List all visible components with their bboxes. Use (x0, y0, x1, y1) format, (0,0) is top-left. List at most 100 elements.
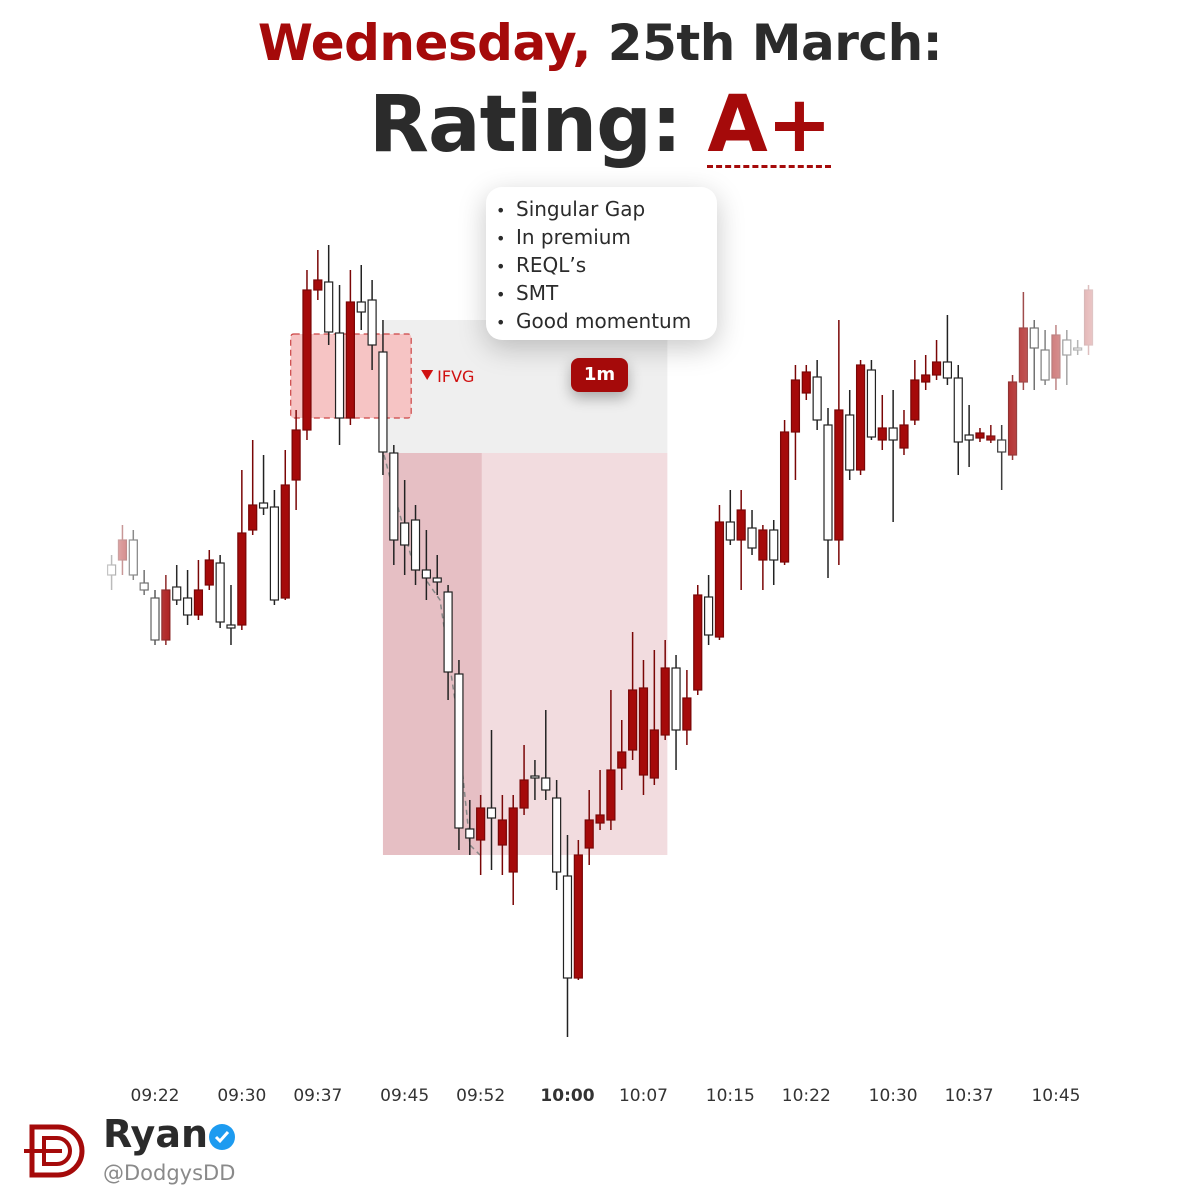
candle-body (573, 854, 583, 979)
candle-body (975, 432, 985, 439)
candle-body (302, 289, 312, 431)
x-tick-label: 09:52 (456, 1086, 505, 1106)
candle-body (899, 424, 909, 449)
x-tick-label: 10:00 (540, 1086, 594, 1106)
note-item: REQL’s (496, 252, 717, 280)
candle-body (226, 624, 236, 629)
candle-body (313, 279, 323, 291)
candle-body (150, 597, 160, 641)
x-tick-label: 10:22 (782, 1086, 831, 1106)
candle-body (779, 431, 790, 563)
candle-body (541, 777, 551, 791)
x-tick-label: 10:37 (945, 1086, 994, 1106)
zone (382, 453, 482, 855)
candle-body (486, 807, 497, 819)
candles (106, 245, 1094, 1037)
candle-body (519, 779, 529, 809)
x-tick-label: 10:30 (869, 1086, 918, 1106)
x-tick-label: 09:22 (131, 1086, 180, 1106)
candle-body (682, 697, 692, 731)
candle-body (410, 519, 421, 571)
note-item: Good momentum (496, 308, 717, 336)
candle-body (193, 589, 204, 616)
zone-marker (421, 370, 434, 380)
candle-body (356, 301, 366, 313)
candle-body (845, 414, 855, 471)
candle-body (182, 597, 193, 616)
candle-body (562, 875, 573, 979)
candle-body (790, 379, 801, 433)
candle-body (139, 582, 149, 591)
candle-body (921, 374, 931, 383)
candle-body (269, 506, 280, 601)
candle-body (725, 521, 735, 541)
candle-body (454, 673, 464, 829)
candle-body (204, 559, 214, 586)
candle-body (910, 379, 920, 421)
candle-body (606, 769, 616, 821)
candle-body (693, 594, 703, 691)
title-rating: Rating: A+ (0, 80, 1200, 170)
candle-body (997, 439, 1007, 453)
candle-body (117, 539, 128, 561)
candle-body (942, 361, 953, 379)
candle-body (888, 427, 898, 441)
candle-body (823, 424, 833, 541)
x-tick-label: 10:45 (1031, 1086, 1080, 1106)
candle-body (1007, 381, 1018, 456)
candle-body (964, 434, 974, 441)
x-tick-label: 09:45 (380, 1086, 429, 1106)
candle-body (497, 819, 507, 846)
candle-body (834, 409, 844, 541)
rating-value: A+ (707, 80, 832, 170)
candle-body (1051, 334, 1061, 379)
candle-body (758, 529, 768, 561)
x-tick-label: 09:37 (293, 1086, 342, 1106)
candle-body (421, 569, 431, 579)
candle-body (1073, 347, 1083, 351)
candle-body (215, 562, 225, 623)
candle-body (161, 589, 171, 641)
title-date: Wednesday, 25th March: (0, 14, 1200, 72)
candle-body (953, 377, 963, 443)
candle-body (106, 564, 117, 576)
logo (24, 1124, 85, 1178)
candle-body (747, 527, 757, 549)
candle-body (1018, 327, 1028, 383)
candle-body (334, 332, 345, 419)
title-day: Wednesday, (257, 14, 592, 72)
candle-body (736, 509, 746, 541)
notes-card: Singular GapIn premiumREQL’sSMTGood mome… (486, 187, 717, 340)
candle-body (1062, 339, 1072, 356)
candle-body (465, 828, 475, 839)
candle-body (986, 435, 996, 441)
candle-body (855, 364, 866, 471)
candle-body (660, 667, 670, 736)
verified-badge (209, 1124, 235, 1150)
candle-body (595, 814, 605, 824)
candle-body (508, 807, 518, 873)
candle-body (291, 429, 301, 481)
candle-body (378, 351, 388, 453)
candle-body (476, 807, 486, 841)
x-axis: 09:22 09:30 09:37 09:45 09:52 10:00 10:07 10:15… (131, 1086, 1081, 1106)
candle-body (1083, 289, 1094, 346)
title-date-text: 25th March: (607, 14, 943, 72)
author-handle: @DodgysDD (103, 1161, 236, 1185)
candle-body (1029, 327, 1039, 349)
candle-body (237, 532, 247, 626)
zone-label: IFVG (437, 367, 474, 386)
timeframe-badge: 1m (571, 358, 628, 392)
candle-body (866, 369, 877, 438)
candle-body (443, 591, 453, 673)
note-item: In premium (496, 224, 717, 252)
candle-body (367, 299, 377, 346)
candle-body (638, 687, 649, 776)
candle-body (128, 539, 138, 576)
candle-body (801, 371, 811, 394)
candle-body (552, 797, 562, 873)
rating-label: Rating: (368, 80, 682, 170)
candle-body (649, 729, 659, 779)
